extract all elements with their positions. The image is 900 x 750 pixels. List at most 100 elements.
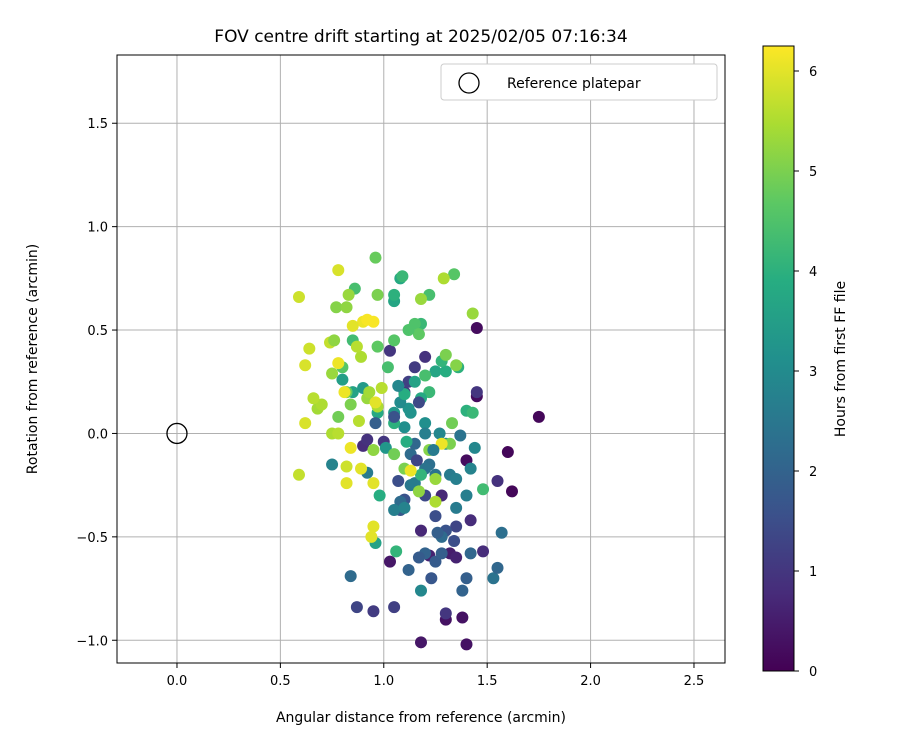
- scatter-point: [326, 458, 339, 471]
- scatter-point: [404, 464, 417, 477]
- colorbar-tick-label: 6: [809, 65, 817, 80]
- scatter-point: [427, 443, 440, 456]
- scatter-point: [429, 472, 442, 485]
- y-axis-label: Rotation from reference (arcmin): [25, 244, 41, 474]
- scatter-point: [450, 520, 463, 533]
- y-tick-label: −1.0: [76, 634, 108, 649]
- scatter-point: [487, 572, 500, 585]
- scatter-point: [332, 264, 345, 277]
- scatter-point: [470, 386, 483, 399]
- scatter-point: [408, 361, 421, 374]
- scatter-point: [419, 417, 432, 430]
- scatter-point: [388, 448, 401, 461]
- scatter-point: [439, 365, 452, 378]
- scatter-point: [429, 555, 442, 568]
- scatter-point: [464, 514, 477, 527]
- scatter-point: [332, 410, 345, 423]
- scatter-point: [415, 468, 427, 481]
- x-axis-label: Angular distance from reference (arcmin): [276, 710, 566, 726]
- scatter-point: [388, 288, 401, 301]
- scatter-point: [330, 301, 343, 314]
- scatter-point: [423, 386, 436, 399]
- scatter-point: [355, 462, 368, 475]
- scatter-point: [367, 443, 380, 456]
- y-tick-label: 0.0: [87, 427, 108, 442]
- colorbar-tick-label: 5: [809, 165, 817, 180]
- colorbar: 0 1 2 3 4 5 6 Hours from first FF file: [762, 45, 849, 680]
- scatter-point: [315, 398, 328, 411]
- scatter-point: [340, 460, 353, 473]
- scatter-point: [415, 524, 427, 537]
- legend-label-reference-platepar: Reference platepar: [507, 76, 641, 92]
- scatter-point: [431, 526, 444, 539]
- scatter-point: [371, 340, 384, 353]
- scatter-point: [398, 501, 411, 514]
- scatter-point: [477, 483, 490, 496]
- scatter-point: [398, 388, 411, 401]
- scatter-point: [398, 421, 411, 434]
- scatter-point: [307, 392, 320, 405]
- scatter-point: [369, 417, 382, 430]
- scatter-point: [361, 433, 374, 446]
- scatter-point: [439, 348, 452, 361]
- scatter-point: [381, 361, 394, 374]
- x-tick-label: 2.5: [684, 674, 705, 689]
- colorbar-tick-label: 3: [809, 365, 817, 380]
- scatter-point: [350, 601, 363, 614]
- scatter-point: [437, 272, 450, 285]
- scatter-point: [454, 429, 467, 442]
- scatter-point: [392, 475, 405, 488]
- scatter-point: [396, 270, 409, 283]
- scatter-point: [369, 251, 382, 264]
- x-tick-label: 0.5: [270, 674, 291, 689]
- colorbar-gradient: [762, 45, 795, 672]
- colorbar-tick-label: 2: [809, 465, 817, 480]
- colorbar-tick-label: 1: [809, 565, 817, 580]
- scatter-point: [448, 534, 461, 547]
- scatter-point: [433, 427, 446, 440]
- scatter-points: [292, 251, 545, 651]
- scatter-point: [460, 638, 473, 651]
- scatter-point: [460, 572, 473, 585]
- scatter-point: [336, 373, 349, 386]
- scatter-point: [328, 334, 341, 347]
- scatter-point: [303, 342, 316, 355]
- scatter-point: [448, 268, 461, 281]
- legend-marker-open-circle: [458, 72, 480, 94]
- x-tick-label: 1.5: [477, 674, 498, 689]
- scatter-point: [346, 319, 359, 332]
- scatter-point: [419, 427, 432, 440]
- scatter-point: [456, 584, 469, 597]
- scatter-point: [415, 584, 427, 597]
- scatter-point: [292, 290, 305, 303]
- scatter-point: [367, 315, 380, 328]
- scatter-point: [383, 555, 396, 568]
- scatter-point: [367, 520, 380, 533]
- scatter-point: [355, 350, 368, 363]
- x-tick-label: 0.0: [167, 674, 188, 689]
- scatter-point: [373, 489, 386, 502]
- scatter-point: [435, 437, 448, 450]
- scatter-point: [415, 636, 427, 649]
- y-tick-label: 1.5: [87, 117, 108, 132]
- scatter-point: [470, 321, 483, 334]
- x-tick-label: 1.0: [373, 674, 394, 689]
- scatter-point: [419, 369, 432, 382]
- scatter-point: [446, 417, 459, 430]
- y-tick-label: −0.5: [76, 531, 108, 546]
- colorbar-ticks: 0 1 2 3 4 5 6: [794, 65, 817, 680]
- scatter-point: [412, 396, 425, 409]
- scatter-point: [464, 547, 477, 560]
- scatter-point: [402, 563, 415, 576]
- scatter-point: [340, 301, 353, 314]
- scatter-point: [429, 365, 442, 378]
- scatter-point: [429, 495, 442, 508]
- legend-box: [440, 63, 718, 101]
- scatter-point: [299, 417, 312, 430]
- scatter-point: [388, 410, 401, 423]
- scatter-point: [410, 454, 423, 467]
- scatter-point: [460, 489, 473, 502]
- scatter-point: [435, 547, 448, 560]
- scatter-point: [501, 446, 514, 459]
- scatter-point: [419, 350, 432, 363]
